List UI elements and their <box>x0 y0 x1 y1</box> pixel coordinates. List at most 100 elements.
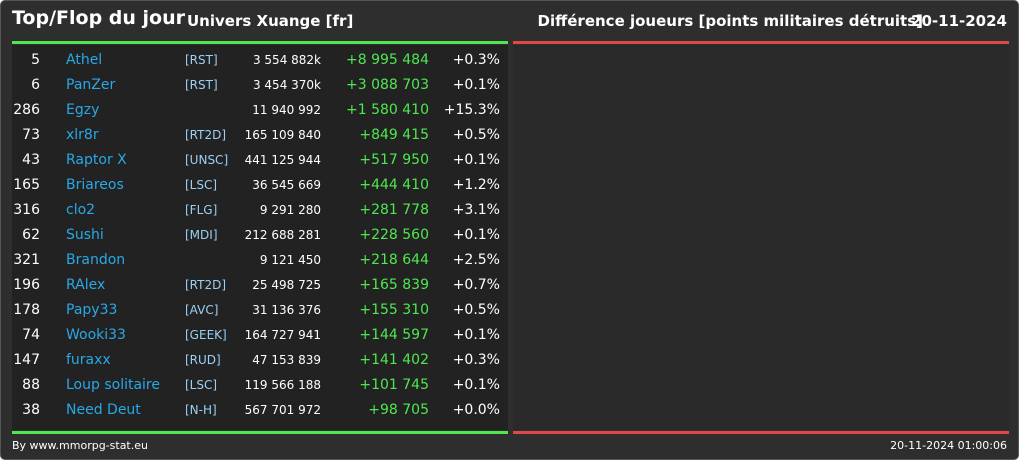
alliance-tag-link[interactable]: [RST] <box>185 78 218 92</box>
table-row: 147 furaxx [RUD] 47 153 839 +141 402 +0.3% <box>12 348 508 373</box>
points-difference: +101 745 <box>359 377 429 393</box>
player-name-link[interactable]: Papy33 <box>66 302 118 318</box>
page-title: Top/Flop du jour <box>12 7 185 29</box>
alliance-tag-link[interactable]: [MDI] <box>185 228 218 242</box>
points-difference: +165 839 <box>359 277 429 293</box>
alliance-tag-link[interactable]: [AVC] <box>185 303 219 317</box>
alliance-tag-link[interactable]: [RUD] <box>185 353 221 367</box>
player-points: 47 153 839 <box>252 353 321 367</box>
player-name-link[interactable]: furaxx <box>66 352 111 368</box>
player-rank: 38 <box>22 402 40 418</box>
points-difference: +98 705 <box>368 402 429 418</box>
player-rank: 147 <box>13 352 40 368</box>
points-difference: +444 410 <box>359 177 429 193</box>
points-difference: +849 415 <box>359 127 429 143</box>
player-name-link[interactable]: Brandon <box>66 252 126 268</box>
top-divider-green <box>12 41 508 44</box>
player-rank: 196 <box>13 277 40 293</box>
player-name-link[interactable]: Need Deut <box>66 402 141 418</box>
player-rank: 74 <box>22 327 40 343</box>
table-row: 165 Briareos [LSC] 36 545 669 +444 410 +1.2% <box>12 173 508 198</box>
alliance-tag-link[interactable]: [RST] <box>185 53 218 67</box>
flop-list <box>513 45 1009 430</box>
table-row: 196 RAlex [RT2D] 25 498 725 +165 839 +0.7% <box>12 273 508 298</box>
universe-label: Univers Xuange [fr] <box>187 12 354 30</box>
top-list: 5 Athel [RST] 3 554 882k +8 995 484 +0.3% 6 Pan… <box>12 45 508 430</box>
alliance-tag-link[interactable]: [N-H] <box>185 403 217 417</box>
points-difference: +8 995 484 <box>346 52 429 68</box>
alliance-tag-link[interactable]: [RT2D] <box>185 278 227 292</box>
table-row: 286 Egzy 11 940 992 +1 580 410 +15.3% <box>12 98 508 123</box>
player-name-link[interactable]: Loup solitaire <box>66 377 160 393</box>
player-rank: 73 <box>22 127 40 143</box>
bottom-divider-red <box>513 431 1009 434</box>
points-difference: +1 580 410 <box>346 102 429 118</box>
points-difference: +218 644 <box>359 252 429 268</box>
percent-change: +0.7% <box>452 277 500 293</box>
player-points: 3 454 370k <box>252 78 321 92</box>
table-row: 316 clo2 [FLG] 9 291 280 +281 778 +3.1% <box>12 198 508 223</box>
generated-timestamp: 20-11-2024 01:00:06 <box>890 439 1007 452</box>
player-points: 212 688 281 <box>244 228 321 242</box>
player-points: 119 566 188 <box>244 378 321 392</box>
alliance-tag-link[interactable]: [GEEK] <box>185 328 227 342</box>
player-points: 567 701 972 <box>244 403 321 417</box>
percent-change: +1.2% <box>452 177 500 193</box>
percent-change: +0.1% <box>452 227 500 243</box>
alliance-tag-link[interactable]: [LSC] <box>185 378 218 392</box>
table-row: 74 Wooki33 [GEEK] 164 727 941 +144 597 +0.1% <box>12 323 508 348</box>
player-name-link[interactable]: Sushi <box>66 227 104 243</box>
alliance-tag-link[interactable]: [RT2D] <box>185 128 227 142</box>
points-difference: +155 310 <box>359 302 429 318</box>
points-difference: +3 088 703 <box>346 77 429 93</box>
alliance-tag-link[interactable]: [LSC] <box>185 178 218 192</box>
table-row: 321 Brandon 9 121 450 +218 644 +2.5% <box>12 248 508 273</box>
percent-change: +0.5% <box>452 127 500 143</box>
player-rank: 321 <box>13 252 40 268</box>
player-points: 165 109 840 <box>244 128 321 142</box>
player-name-link[interactable]: Egzy <box>66 102 100 118</box>
percent-change: +0.1% <box>452 377 500 393</box>
player-name-link[interactable]: PanZer <box>66 77 116 93</box>
top-divider-red <box>513 41 1009 44</box>
player-points: 9 291 280 <box>259 203 321 217</box>
category-label: Différence joueurs [points militaires dé… <box>537 12 923 30</box>
points-difference: +144 597 <box>359 327 429 343</box>
alliance-tag-link[interactable]: [FLG] <box>185 203 218 217</box>
player-rank: 43 <box>22 152 40 168</box>
player-name-link[interactable]: Wooki33 <box>66 327 126 343</box>
player-rank: 286 <box>13 102 40 118</box>
player-points: 31 136 376 <box>252 303 321 317</box>
player-name-link[interactable]: xlr8r <box>66 127 99 143</box>
player-name-link[interactable]: Raptor X <box>66 152 127 168</box>
player-points: 25 498 725 <box>252 278 321 292</box>
percent-change: +0.1% <box>452 327 500 343</box>
player-name-link[interactable]: Briareos <box>66 177 124 193</box>
site-credit-link[interactable]: By www.mmorpg-stat.eu <box>12 439 148 452</box>
player-points: 164 727 941 <box>244 328 321 342</box>
percent-change: +15.3% <box>443 102 500 118</box>
alliance-tag-link[interactable]: [UNSC] <box>185 153 229 167</box>
player-rank: 316 <box>13 202 40 218</box>
date-label: 20-11-2024 <box>911 12 1007 30</box>
points-difference: +228 560 <box>359 227 429 243</box>
table-row: 38 Need Deut [N-H] 567 701 972 +98 705 +0.0% <box>12 398 508 423</box>
player-name-link[interactable]: RAlex <box>66 277 106 293</box>
player-name-link[interactable]: clo2 <box>66 202 96 218</box>
points-difference: +517 950 <box>359 152 429 168</box>
player-name-link[interactable]: Athel <box>66 52 103 68</box>
player-points: 9 121 450 <box>259 253 321 267</box>
player-rank: 5 <box>31 52 40 68</box>
percent-change: +0.3% <box>452 352 500 368</box>
table-row: 73 xlr8r [RT2D] 165 109 840 +849 415 +0.5% <box>12 123 508 148</box>
percent-change: +3.1% <box>452 202 500 218</box>
bottom-divider-green <box>12 431 508 434</box>
player-rank: 6 <box>31 77 40 93</box>
table-row: 5 Athel [RST] 3 554 882k +8 995 484 +0.3% <box>12 48 508 73</box>
player-points: 3 554 882k <box>252 53 321 67</box>
percent-change: +2.5% <box>452 252 500 268</box>
table-row: 43 Raptor X [UNSC] 441 125 944 +517 950 +0.1% <box>12 148 508 173</box>
player-rank: 178 <box>13 302 40 318</box>
points-difference: +281 778 <box>359 202 429 218</box>
